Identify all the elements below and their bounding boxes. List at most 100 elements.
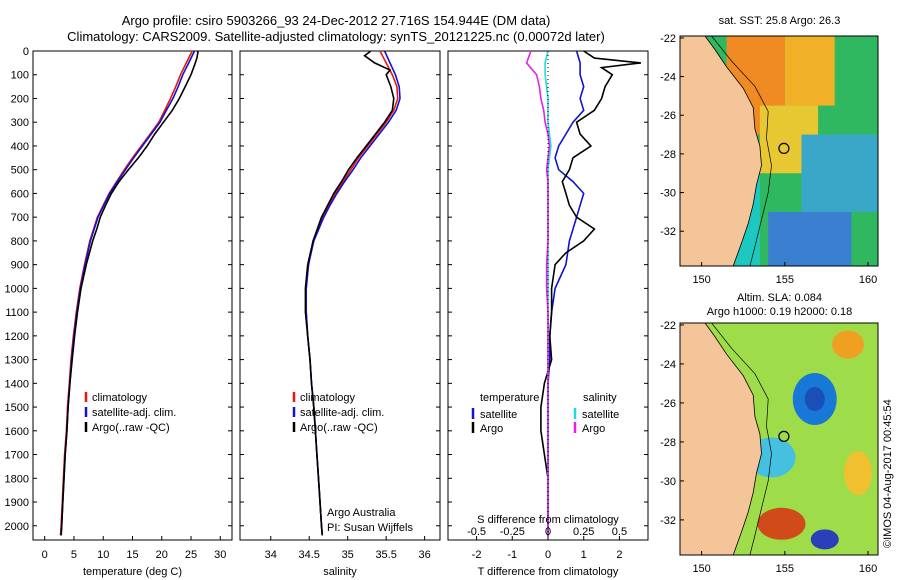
legend-label-temp-satellite: satellite (480, 409, 517, 421)
y-tick-label: 1200 (5, 331, 29, 343)
y-tick-label: 800 (11, 236, 29, 248)
legend-label-temp-argo: Argo (480, 423, 503, 435)
x-tick-label: 25 (185, 549, 197, 561)
sst-cool-south (768, 211, 852, 266)
x-tick-label: 34.5 (299, 549, 320, 561)
x-axis-label: salinity (323, 566, 357, 578)
s-tick-label: 0 (545, 526, 551, 538)
map-lat-label: -28 (660, 437, 676, 449)
y-tick-label: 1800 (5, 473, 29, 485)
x-tick-label: 34 (265, 549, 277, 561)
imos-timestamp: ©IMOS 04-Aug-2017 00:45:54 (882, 399, 894, 548)
profile-location-marker (778, 142, 790, 155)
credit-line-1: Argo Australia (327, 507, 396, 519)
legend-label-climatology: climatology (92, 392, 148, 404)
legend-label-climatology: climatology (300, 392, 356, 404)
plot-frame-0 (32, 50, 233, 541)
map-lon-label: 160 (859, 274, 877, 286)
sla-low-eddy-core-1 (804, 387, 825, 412)
series-line-satellite-adj-clim- (60, 50, 196, 536)
s-tick-label: -0.5 (467, 526, 486, 538)
sst-warm-offshore (784, 36, 835, 106)
x-tick-label: 30 (214, 549, 226, 561)
series-line-temperature-satellite (547, 50, 585, 536)
credit-line-2: PI: Susan Wijffels (327, 522, 413, 534)
legend-label-sal-satellite: satellite (582, 409, 619, 421)
map-lat-label: -24 (660, 359, 676, 371)
series-line-argo-raw-qc- (60, 50, 199, 536)
y-tick-label: 900 (11, 260, 29, 272)
sla-map-title-1: Altim. SLA: 0.084 (737, 292, 822, 304)
map-lon-label: 150 (692, 563, 710, 575)
y-tick-label: 1000 (5, 283, 29, 295)
depth-contour (711, 36, 772, 266)
x-tick-label: 36 (418, 549, 430, 561)
sla-high-east (844, 451, 873, 496)
map-layer-sst (680, 36, 878, 266)
map-lat-label: -24 (660, 72, 676, 84)
map-frame-sla (679, 322, 879, 556)
s-tick-label: 0.5 (612, 526, 627, 538)
sla-high-north (832, 330, 865, 359)
map-lon-label: 150 (692, 274, 710, 286)
legend-label-argo: Argo(..raw -QC) (300, 422, 378, 434)
legend-salinity-header: salinity (583, 392, 617, 404)
title-line-1: Argo profile: csiro 5903266_93 24-Dec-20… (121, 13, 551, 28)
x-tick-label: 35.5 (375, 549, 396, 561)
map-lon-label: 160 (859, 563, 877, 575)
s-tick-label: -0.25 (500, 526, 525, 538)
y-tick-label: 1100 (5, 307, 29, 319)
y-tick-label: 600 (11, 188, 29, 200)
map-frame-sst (679, 35, 879, 267)
x-tick-label: 1 (581, 549, 587, 561)
x-tick-label: 10 (97, 549, 109, 561)
y-tick-label: 200 (11, 93, 29, 105)
map-lat-label: -22 (660, 33, 676, 45)
x-tick-label: 0 (42, 549, 48, 561)
x-axis-label: T difference from climatology (478, 566, 619, 578)
y-tick-label: 2000 (5, 521, 29, 533)
map-lat-label: -32 (660, 515, 676, 527)
map-lat-label: -26 (660, 110, 676, 122)
land-mass (680, 36, 762, 266)
sla-map-title-2: Argo h1000: 0.19 h2000: 0.18 (706, 306, 853, 318)
s-tick-label: 0.25 (573, 526, 594, 538)
y-tick-label: 1700 (5, 450, 29, 462)
x-tick-label: -2 (472, 549, 482, 561)
y-tick-label: 1500 (5, 402, 29, 414)
series-line-temperature-argo (540, 50, 641, 536)
legend-temperature-header: temperature (480, 392, 539, 404)
profile-location-marker (778, 430, 790, 442)
y-tick-label: 100 (11, 70, 29, 82)
map-lat-label: -30 (660, 188, 676, 200)
map-lon-label: 155 (776, 274, 794, 286)
map-lat-label: -32 (660, 226, 676, 238)
land-mass (680, 323, 762, 555)
depth-contour (711, 323, 772, 555)
plot-frame-1 (239, 50, 441, 541)
y-tick-label: 1400 (5, 378, 29, 390)
y-tick-label: 1900 (5, 497, 29, 509)
map-layer-sla (680, 323, 878, 555)
series-line-argo-raw-qc- (304, 50, 395, 536)
map-lat-label: -28 (660, 149, 676, 161)
y-tick-label: 1600 (5, 426, 29, 438)
map-lat-label: -26 (660, 398, 676, 410)
sla-low-eddy-3 (810, 529, 839, 550)
y-tick-label: 0 (23, 46, 29, 58)
x-tick-label: 15 (126, 549, 138, 561)
legend-label-sal-argo: Argo (582, 423, 605, 435)
s-axis-label: S difference from climatology (477, 514, 619, 526)
x-tick-label: 2 (616, 549, 622, 561)
x-tick-label: 0 (545, 549, 551, 561)
title-line-2: Climatology: CARS2009. Satellite-adjuste… (67, 29, 605, 44)
x-axis-label: temperature (deg C) (83, 566, 182, 578)
legend-label-argo: Argo(..raw -QC) (92, 422, 170, 434)
map-lon-label: 155 (776, 563, 794, 575)
x-tick-label: 5 (71, 549, 77, 561)
y-tick-label: 1300 (5, 355, 29, 367)
x-tick-label: -1 (507, 549, 517, 561)
y-tick-label: 400 (11, 141, 29, 153)
